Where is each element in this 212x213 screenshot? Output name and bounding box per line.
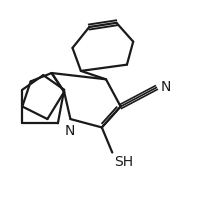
- Text: N: N: [161, 80, 171, 94]
- Text: N: N: [64, 124, 75, 138]
- Text: SH: SH: [114, 155, 134, 169]
